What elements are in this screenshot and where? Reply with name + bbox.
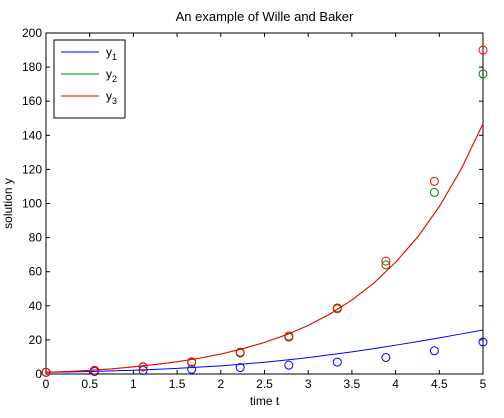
legend-item-y3: y3 [61,89,117,106]
y-tick-label: 140 [22,128,42,142]
x-tick-label: 3 [305,377,312,391]
legend-label: y1 [106,45,117,62]
y-tick-label: 60 [29,265,43,279]
data-point-y3 [381,256,391,266]
y-tick-label: 40 [29,299,43,313]
x-tick-label: 2 [217,377,224,391]
legend-item-y1: y1 [61,45,117,62]
legend-label: y3 [106,89,117,106]
data-point-y3 [187,357,197,367]
y-tick-label: 200 [22,26,42,40]
x-tick-label: 0.5 [81,377,98,391]
x-tick-label: 4.5 [431,377,448,391]
data-point-y3 [478,45,488,55]
y-axis: 0 20 40 60 80 100 120 140 160 180 200 [22,26,483,381]
y-tick-label: 160 [22,94,42,108]
data-point-y1 [332,357,342,367]
data-point-y1 [478,337,488,347]
y-tick-label: 120 [22,162,42,176]
legend-item-y2: y2 [61,67,117,84]
series-y1 [41,329,488,377]
data-point-y3 [138,362,148,372]
data-point-y1 [284,360,294,370]
legend: y1 y2 y3 [53,39,126,119]
data-point-y1 [381,352,391,362]
x-axis-label: time t [250,394,280,408]
data-point-y3 [284,331,294,341]
x-tick-label: 0 [43,377,50,391]
data-point-y3 [41,367,51,377]
y-tick-label: 180 [22,60,42,74]
y-tick-label: 20 [29,333,43,347]
data-point-y1 [138,365,148,375]
series-y3 [41,45,488,377]
x-tick-label: 1 [130,377,137,391]
data-point-y2 [381,260,391,270]
x-tick-label: 1.5 [169,377,186,391]
series-line-y1 [45,329,484,373]
x-axis: 0 0.5 1 1.5 2 2.5 3 3.5 4 4.5 5 [43,33,487,391]
data-point-y3 [235,347,245,357]
x-tick-label: 3.5 [344,377,361,391]
series-layer [41,45,488,377]
legend-label: y2 [106,67,117,84]
x-tick-label: 5 [480,377,487,391]
y-tick-label: 0 [35,367,42,381]
chart-title: An example of Wille and Baker [176,9,354,24]
data-point-y1 [235,363,245,373]
data-point-y3 [90,365,100,375]
series-line-y3 [45,123,484,373]
data-point-y1 [429,346,439,356]
y-tick-label: 100 [22,197,42,211]
legend-box [53,39,126,119]
y-axis-label: solution y [1,178,15,229]
y-tick-label: 80 [29,231,43,245]
data-point-y2 [478,69,488,79]
data-point-y2 [429,187,439,197]
x-tick-label: 2.5 [256,377,273,391]
x-tick-label: 4 [392,377,399,391]
data-point-y3 [332,303,342,313]
data-point-y3 [429,176,439,186]
